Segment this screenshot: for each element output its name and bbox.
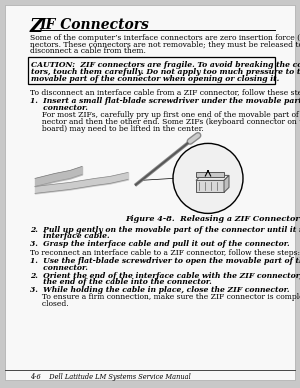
Text: movable part of the connector when opening or closing it.: movable part of the connector when openi… — [31, 75, 279, 83]
Text: 2.  Pull up gently on the movable part of the connector until it releases the: 2. Pull up gently on the movable part of… — [30, 225, 300, 234]
Text: Z: Z — [30, 18, 43, 36]
Text: 2.  Orient the end of the interface cable with the ZIF connector, and insert: 2. Orient the end of the interface cable… — [30, 272, 300, 280]
Text: 4-6    Dell Latitude LM Systems Service Manual: 4-6 Dell Latitude LM Systems Service Man… — [30, 373, 191, 381]
Circle shape — [173, 144, 243, 213]
Text: disconnect a cable from them.: disconnect a cable from them. — [30, 47, 146, 55]
Text: connector.: connector. — [30, 104, 88, 112]
Text: IF Connectors: IF Connectors — [39, 18, 149, 32]
Text: 3.  While holding the cable in place, close the ZIF connector.: 3. While holding the cable in place, clo… — [30, 286, 290, 294]
Text: For most ZIFs, carefully pry up first one end of the movable part of the con-: For most ZIFs, carefully pry up first on… — [30, 111, 300, 119]
Text: the end of the cable into the connector.: the end of the cable into the connector. — [30, 279, 212, 286]
Text: To disconnect an interface cable from a ZIF connector, follow these steps:: To disconnect an interface cable from a … — [30, 89, 300, 97]
FancyBboxPatch shape — [28, 133, 275, 213]
Text: closed.: closed. — [30, 300, 69, 308]
Text: board) may need to be lifted in the center.: board) may need to be lifted in the cent… — [30, 125, 204, 133]
FancyBboxPatch shape — [5, 5, 295, 380]
Text: 1.  Insert a small flat-blade screwdriver under the movable part of the: 1. Insert a small flat-blade screwdriver… — [30, 97, 300, 105]
Text: nectors. These connectors are not removable; they must be released to: nectors. These connectors are not remova… — [30, 41, 300, 49]
Text: connector.: connector. — [30, 264, 88, 272]
Text: 3.  Grasp the interface cable and pull it out of the connector.: 3. Grasp the interface cable and pull it… — [30, 240, 290, 248]
FancyBboxPatch shape — [196, 180, 224, 192]
Text: To ensure a firm connection, make sure the ZIF connector is completely: To ensure a firm connection, make sure t… — [30, 293, 300, 301]
Text: Figure 4-8.  Releasing a ZIF Connector: Figure 4-8. Releasing a ZIF Connector — [125, 215, 300, 223]
Text: interface cable.: interface cable. — [30, 232, 110, 240]
Text: nector and then the other end. Some ZIFs (keyboard connector on the main: nector and then the other end. Some ZIFs… — [30, 118, 300, 126]
Polygon shape — [196, 175, 229, 180]
Polygon shape — [224, 175, 229, 192]
FancyBboxPatch shape — [196, 172, 224, 177]
FancyBboxPatch shape — [28, 57, 275, 84]
Text: CAUTION:  ZIF connectors are fragile. To avoid breaking the connec-: CAUTION: ZIF connectors are fragile. To … — [31, 61, 300, 69]
Text: Some of the computer’s interface connectors are zero insertion force (ZIF) con-: Some of the computer’s interface connect… — [30, 34, 300, 42]
Text: tors, touch them carefully. Do not apply too much pressure to the: tors, touch them carefully. Do not apply… — [31, 68, 300, 76]
Text: 1.  Use the flat-blade screwdriver to open the movable part of the ZIF: 1. Use the flat-blade screwdriver to ope… — [30, 257, 300, 265]
Text: To reconnect an interface cable to a ZIF connector, follow these steps:: To reconnect an interface cable to a ZIF… — [30, 249, 300, 257]
